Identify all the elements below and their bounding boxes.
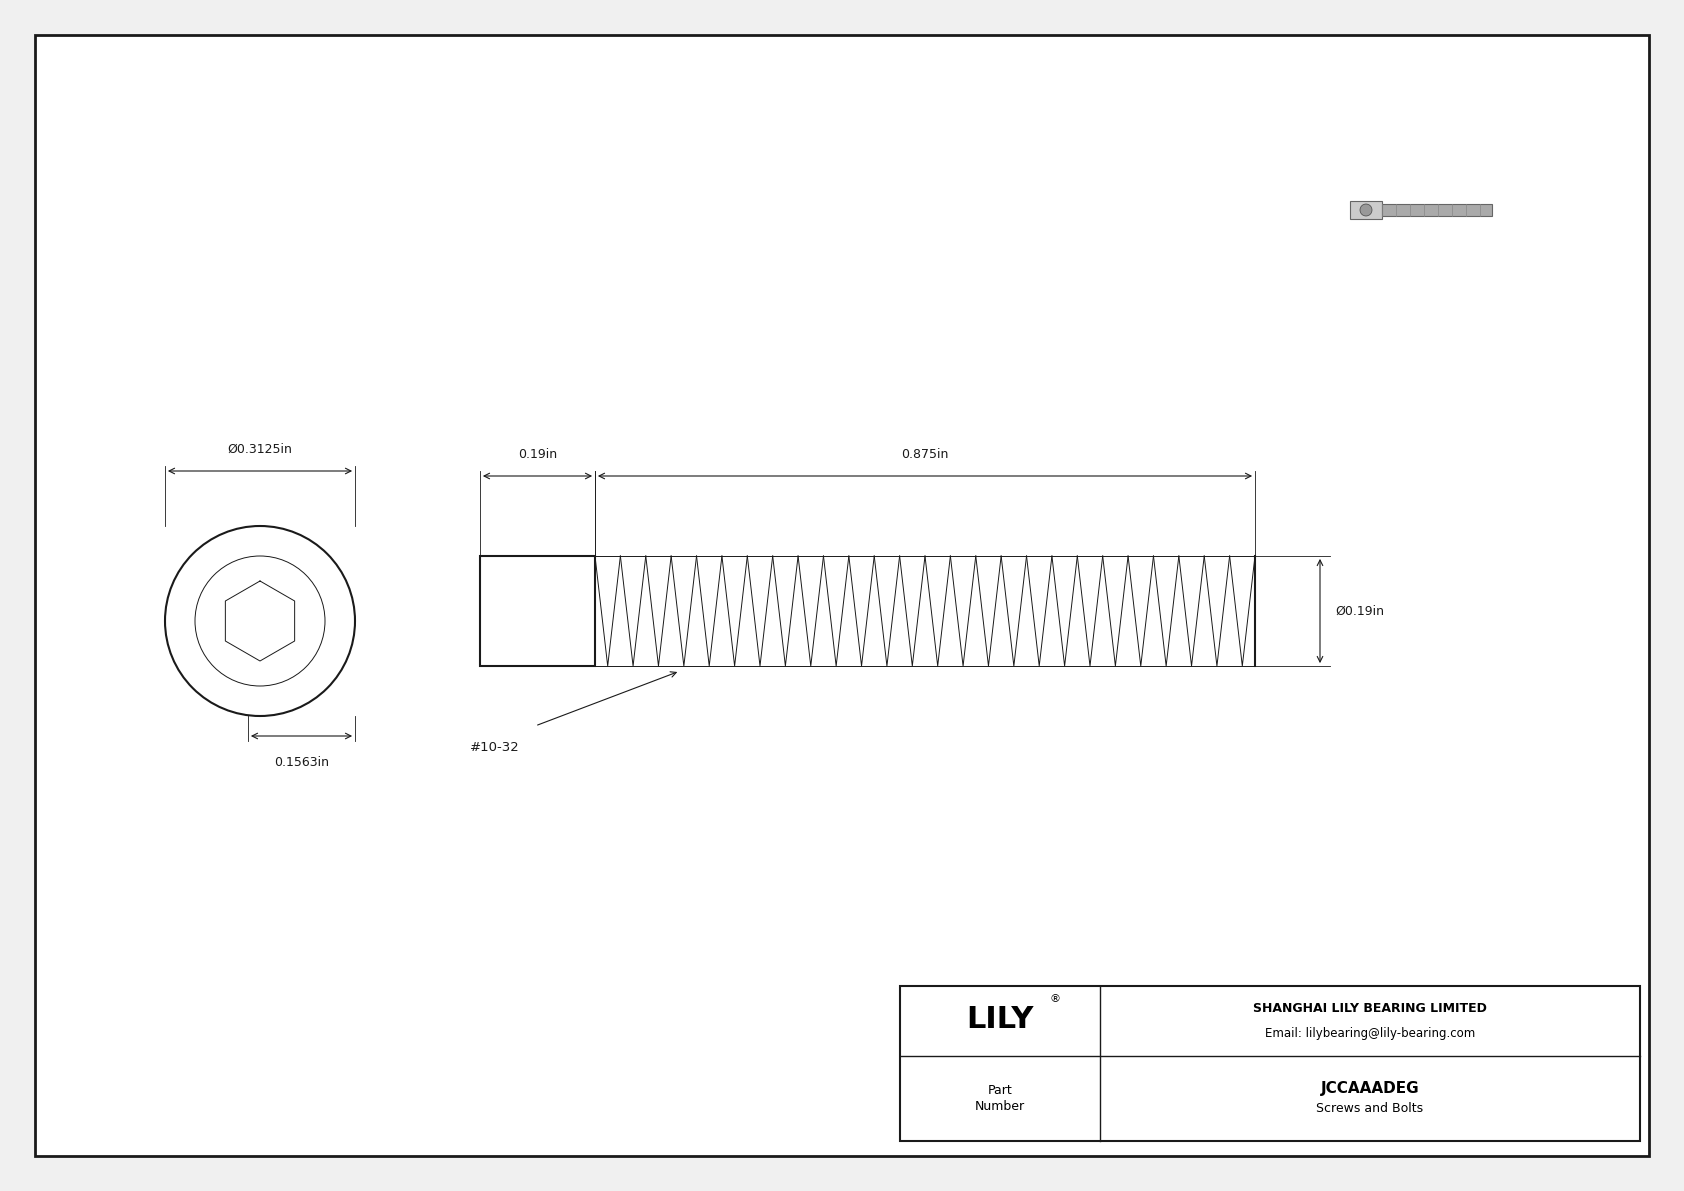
Text: LILY: LILY [967, 1004, 1034, 1034]
Text: Part
Number: Part Number [975, 1085, 1026, 1112]
Text: JCCAAADEG: JCCAAADEG [1320, 1081, 1420, 1096]
Text: ®: ® [1049, 994, 1061, 1004]
Bar [1351, 201, 1383, 219]
Text: 0.19in: 0.19in [519, 448, 557, 461]
Text: 0.875in: 0.875in [901, 448, 948, 461]
Bar [899, 986, 1640, 1141]
FancyBboxPatch shape [35, 35, 1649, 1156]
Text: Email: lilybearing@lily-bearing.com: Email: lilybearing@lily-bearing.com [1265, 1027, 1475, 1040]
Circle shape [195, 556, 325, 686]
Text: 0.1563in: 0.1563in [274, 756, 328, 769]
Bar [480, 556, 594, 666]
Circle shape [1361, 204, 1372, 216]
Text: Screws and Bolts: Screws and Bolts [1317, 1102, 1423, 1115]
Text: #10-32: #10-32 [470, 741, 520, 754]
Text: Ø0.3125in: Ø0.3125in [227, 443, 293, 456]
Text: SHANGHAI LILY BEARING LIMITED: SHANGHAI LILY BEARING LIMITED [1253, 1003, 1487, 1016]
Bar [1383, 204, 1492, 216]
Text: Ø0.19in: Ø0.19in [1335, 605, 1384, 617]
Circle shape [165, 526, 355, 716]
